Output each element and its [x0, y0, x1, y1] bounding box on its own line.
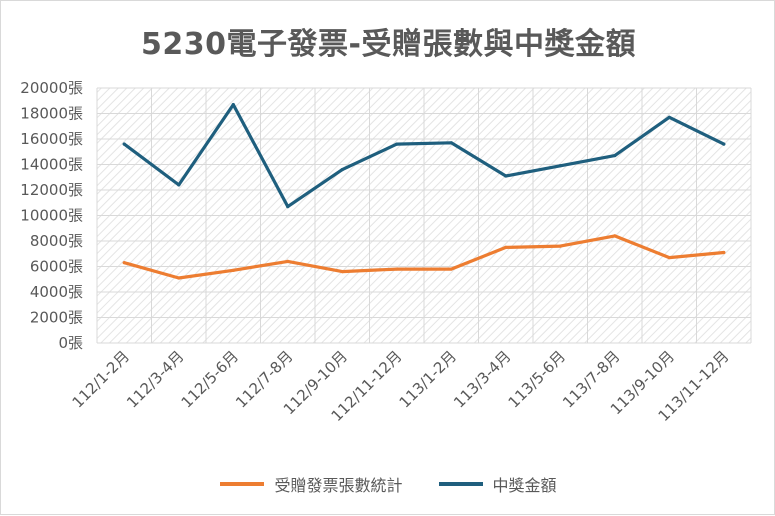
y-tick-label: 18000張 — [20, 105, 83, 123]
y-tick-label: 10000張 — [20, 207, 83, 225]
series-1-point — [395, 142, 399, 146]
series-1-point — [613, 153, 617, 158]
y-tick-label: 20000張 — [20, 79, 83, 97]
legend-item-prize: 中獎金額 — [438, 472, 557, 496]
legend: 受贈發票張數統計 中獎金額 — [1, 471, 775, 497]
x-axis-ticks: 112/1-2月112/3-4月112/5-6月112/7-8月112/9-10… — [69, 347, 733, 425]
legend-item-donated: 受贈發票張數統計 — [220, 472, 403, 496]
x-tick-label: 113/1-2月 — [396, 347, 460, 411]
series-lines — [122, 102, 726, 280]
series-line-0 — [122, 234, 726, 280]
y-axis-ticks: 0張 2000張 4000張 6000張 8000張 10000張 12000張 14000張… — [20, 79, 83, 352]
series-1-point — [122, 142, 126, 146]
y-tick-label: 0張 — [58, 334, 83, 352]
series-0-point — [395, 267, 399, 271]
series-1-point — [449, 141, 453, 145]
x-tick-label: 113/5-6月 — [505, 347, 569, 411]
series-0-point — [340, 270, 344, 274]
series-1-point — [558, 164, 562, 168]
series-1-point — [177, 183, 181, 187]
y-tick-label: 6000張 — [30, 258, 83, 276]
y-tick-label: 12000張 — [20, 181, 83, 199]
legend-label-donated: 受贈發票張數統計 — [274, 476, 403, 495]
series-0-point — [231, 268, 235, 272]
series-0-point — [449, 267, 453, 271]
legend-swatch-donated — [220, 482, 265, 486]
gridlines — [96, 87, 752, 344]
legend-swatch-prize — [438, 482, 483, 486]
x-tick-label: 112/1-2月 — [69, 347, 133, 411]
chart-title: 5230電子發票-受贈張數與中獎金額 — [141, 27, 636, 62]
y-tick-label: 4000張 — [30, 283, 83, 301]
y-tick-label: 14000張 — [20, 156, 83, 174]
y-tick-label: 2000張 — [30, 309, 83, 327]
series-0-point — [613, 234, 617, 238]
series-1-point — [667, 115, 671, 119]
y-tick-label: 8000張 — [30, 232, 83, 250]
series-0-point — [122, 261, 126, 265]
series-line-1 — [122, 102, 726, 209]
y-tick-label: 16000張 — [20, 130, 83, 148]
legend-label-prize: 中獎金額 — [492, 476, 557, 495]
series-0-point — [504, 245, 508, 249]
x-tick-label: 113/3-4月 — [450, 347, 514, 411]
series-0-point — [558, 244, 562, 248]
series-0-point — [286, 259, 290, 263]
series-0-point — [177, 276, 181, 280]
series-1-point — [231, 102, 235, 107]
x-tick-label: 112/5-6月 — [178, 347, 242, 411]
series-0-point — [667, 255, 671, 260]
series-1-point — [722, 142, 726, 146]
series-0-point — [722, 250, 726, 255]
series-1-point — [340, 168, 344, 172]
x-tick-label: 112/3-4月 — [123, 347, 187, 411]
series-1-point — [504, 174, 508, 178]
series-1-point — [286, 204, 290, 209]
